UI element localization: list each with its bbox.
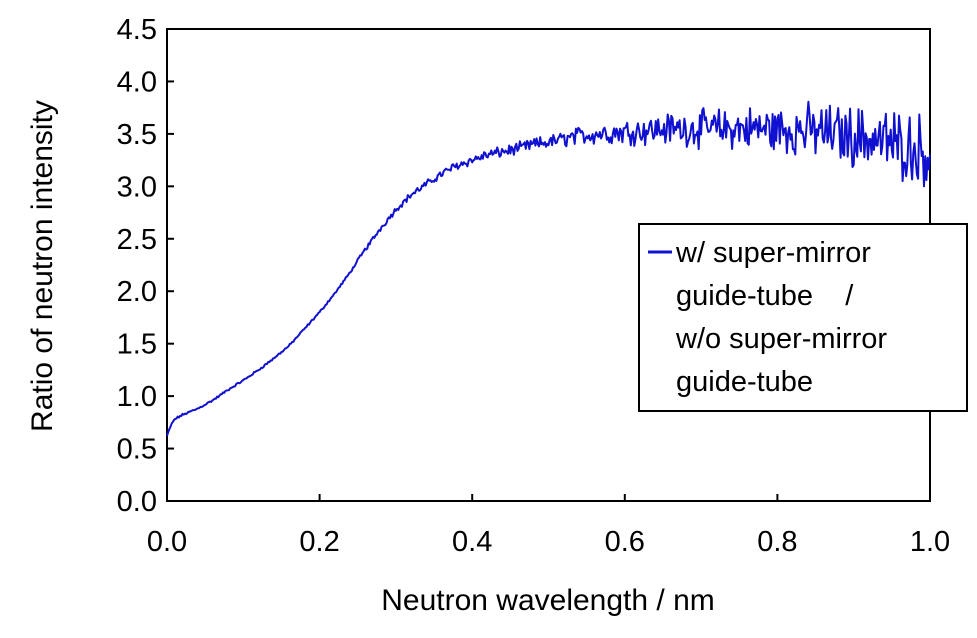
series-line: [166, 100, 931, 437]
legend-label-line-2: guide-tube /: [676, 280, 854, 312]
y-tick-label: 3.0: [117, 171, 157, 203]
y-tick-label: 4.5: [117, 14, 157, 46]
series-layer: [166, 100, 931, 437]
y-tick-label: 2.0: [117, 276, 157, 308]
y-tick-label: 1.5: [117, 329, 157, 361]
x-tick-label: 0.8: [757, 526, 797, 558]
x-axis-ticks: 0.0 0.2 0.4 0.6 0.8 1.0: [147, 494, 950, 558]
legend-box: [638, 223, 968, 412]
x-tick-label: 0.0: [147, 526, 187, 558]
y-tick-label: 0.0: [117, 486, 157, 518]
x-tick-label: 0.4: [452, 526, 492, 558]
y-axis-ticks: 0.0 0.5 1.0 1.5 2.0 2.5 3.0 3.5 4.0 4.5: [117, 14, 174, 518]
x-axis-title: Neutron wavelength / nm: [381, 584, 715, 617]
y-tick-label: 1.0: [117, 381, 157, 413]
y-tick-label: 4.0: [117, 66, 157, 98]
legend-label-line-1: w/ super-mirror: [675, 237, 871, 269]
y-tick-label: 3.5: [117, 119, 157, 151]
y-tick-label: 0.5: [117, 434, 157, 466]
legend: w/ super-mirror guide-tube / w/o super-m…: [638, 223, 968, 412]
x-tick-label: 0.6: [605, 526, 645, 558]
y-axis-title: Ratio of neutron intensity: [26, 100, 59, 432]
legend-label-line-3: w/o super-mirror: [675, 323, 887, 355]
y-tick-label: 2.5: [117, 224, 157, 256]
x-tick-label: 0.2: [299, 526, 339, 558]
x-tick-label: 1.0: [910, 526, 950, 558]
legend-label-line-4: guide-tube: [676, 366, 813, 398]
